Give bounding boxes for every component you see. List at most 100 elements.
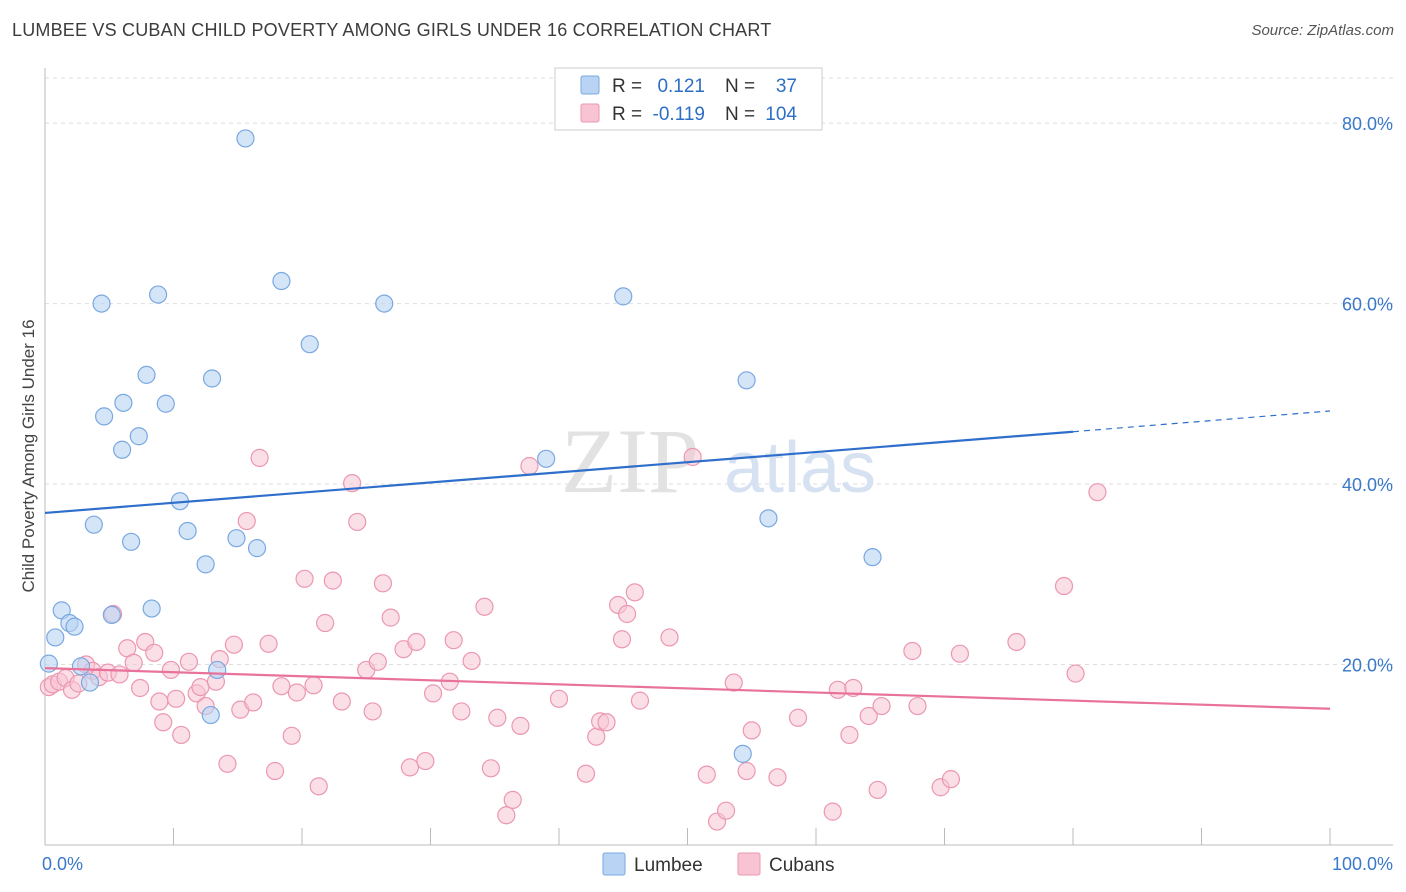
legend-swatch-lumbee	[580, 75, 600, 95]
cubans-point	[150, 692, 169, 711]
cubans-point	[950, 644, 970, 663]
cubans-point	[868, 780, 887, 800]
chart-title: LUMBEE VS CUBAN CHILD POVERTY AMONG GIRL…	[12, 20, 772, 40]
bottom-legend-label-cubans: Cubans	[769, 855, 835, 876]
axes	[44, 68, 1393, 846]
cubans-point	[161, 660, 181, 680]
lumbee-point	[156, 394, 175, 413]
cubans-point	[218, 754, 237, 773]
cubans-point	[549, 689, 569, 708]
cubans-point	[844, 678, 863, 698]
cubans-point	[244, 693, 263, 712]
cubans-point	[737, 761, 756, 781]
x-tick-label: 100.0%	[1332, 854, 1393, 874]
cubans-point	[1007, 632, 1026, 652]
cubans-point	[309, 777, 328, 796]
lumbee-point	[236, 129, 255, 148]
lumbee-point	[863, 548, 882, 567]
cubans-point	[250, 448, 269, 467]
cubans-point	[381, 608, 400, 627]
y-tick-labels: 20.0% 40.0% 60.0% 80.0%	[1342, 114, 1393, 675]
cubans-point	[625, 583, 644, 602]
lumbee-point	[759, 509, 778, 528]
lumbee-point	[95, 407, 114, 426]
lumbee-point	[65, 617, 84, 636]
cubans-point	[130, 678, 150, 698]
cubans-point	[323, 571, 342, 590]
watermark-atlas: atlas	[724, 428, 876, 508]
cubans-point	[768, 768, 787, 787]
cubans-point	[475, 597, 494, 616]
cubans-point	[179, 652, 199, 671]
y-tick-label: 40.0%	[1342, 475, 1393, 495]
cubans-point	[368, 652, 387, 671]
cubans-point	[908, 696, 927, 716]
gridlines	[45, 77, 1393, 666]
bottom-legend-swatch-lumbee	[602, 852, 626, 876]
bottom-legend: Lumbee Cubans	[602, 852, 835, 876]
cubans-point	[488, 708, 507, 727]
cubans-point	[224, 635, 243, 654]
cubans-point	[903, 641, 922, 661]
cubans-point	[1088, 483, 1107, 502]
source-credit: Source: ZipAtlas.com	[1251, 22, 1394, 39]
bottom-legend-label-lumbee: Lumbee	[634, 855, 703, 876]
lumbee-point	[137, 365, 156, 384]
cubans-point	[520, 456, 539, 476]
cubans-point	[348, 512, 367, 532]
cubans-point	[295, 569, 314, 588]
lumbee-point	[92, 294, 111, 313]
y-tick-label: 80.0%	[1342, 114, 1393, 134]
lumbee-point	[84, 515, 103, 534]
legend-r-label-lumbee: R =	[612, 76, 642, 97]
cubans-point	[452, 702, 471, 721]
cubans-point	[497, 806, 516, 825]
cubans-point	[941, 770, 961, 789]
cubans-point	[576, 764, 596, 783]
cubans-point	[237, 511, 256, 531]
cubans-point	[172, 725, 191, 745]
legend-n-value-cubans: 104	[765, 104, 797, 125]
cubans-point	[423, 684, 443, 703]
cubans-point	[511, 716, 530, 735]
lumbee-point	[202, 369, 222, 388]
cubans-point	[400, 758, 420, 777]
cubans-point	[597, 713, 616, 732]
cubans-point	[304, 676, 323, 695]
cubans-point	[416, 751, 435, 771]
lumbee-point	[71, 657, 91, 676]
lumbee-point	[129, 427, 148, 446]
cubans-point	[444, 631, 463, 650]
cubans-point	[1054, 576, 1074, 596]
lumbee-point	[102, 605, 121, 625]
x-tick-label: 0.0%	[42, 854, 83, 874]
lumbee-point	[196, 555, 215, 574]
cubans-point	[316, 613, 335, 633]
cubans-point	[272, 677, 291, 696]
lumbee-point	[272, 271, 291, 291]
lumbee-point	[737, 371, 756, 390]
y-axis-label: Child Poverty Among Girls Under 16	[19, 319, 38, 592]
cubans-point	[612, 630, 632, 649]
legend-r-value-lumbee: 0.121	[657, 76, 705, 97]
lumbee-point	[733, 744, 752, 763]
lumbee-points	[39, 129, 882, 763]
cubans-point	[503, 790, 522, 809]
cubans-point	[587, 727, 606, 746]
lumbee-point	[121, 532, 141, 551]
cubans-point	[287, 683, 306, 702]
lumbee-point	[208, 660, 227, 680]
legend-n-label-lumbee: N =	[725, 76, 755, 97]
bottom-legend-swatch-cubans	[737, 852, 761, 876]
cubans-point	[481, 759, 500, 778]
lumbee-point	[178, 521, 197, 541]
lumbee-point	[46, 628, 65, 647]
cubans-point	[697, 765, 716, 784]
cubans-point	[716, 801, 736, 820]
cubans-point	[191, 677, 210, 697]
cubans-point	[859, 706, 878, 726]
x-tick-labels: 0.0% 100.0%	[42, 854, 1393, 874]
cubans-point	[259, 634, 278, 653]
cubans-point	[154, 713, 173, 732]
lumbee-point	[614, 287, 633, 306]
